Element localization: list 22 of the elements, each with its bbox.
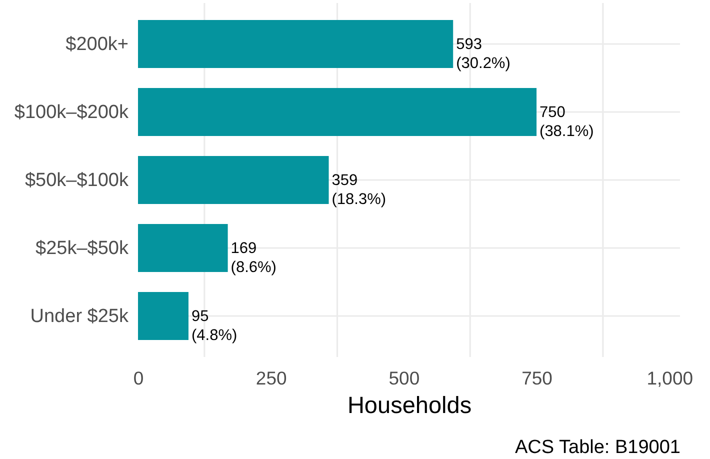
data-label: 95 (4.8%) — [191, 308, 238, 344]
y-tick-label: Under $25k — [30, 306, 129, 327]
bar — [138, 20, 454, 68]
x-tick-label: 250 — [256, 368, 287, 388]
data-label: 359 (18.3%) — [332, 172, 386, 208]
x-tick-label: 750 — [522, 368, 552, 388]
x-tick-label: 0 — [133, 368, 144, 388]
data-label: 750 (38.1%) — [540, 104, 594, 140]
bar — [138, 88, 537, 136]
bar — [138, 156, 329, 204]
y-tick-label: $50k–$100k — [24, 170, 129, 191]
bar — [138, 224, 228, 272]
text: ACS Table: B19001 — [515, 437, 680, 458]
y-tick-label: $25k–$50k — [36, 238, 129, 259]
y-tick-label: $200k+ — [66, 34, 128, 56]
y-tick-label: $100k–$200k — [14, 102, 129, 123]
data-label: 593 (30.2%) — [456, 36, 510, 72]
x-tick-label: 500 — [388, 368, 420, 388]
data-label: 169 (8.6%) — [230, 240, 276, 276]
x-axis-title: Households — [347, 392, 472, 418]
bar — [138, 292, 188, 340]
x-tick-label: 1,000 — [646, 368, 694, 388]
